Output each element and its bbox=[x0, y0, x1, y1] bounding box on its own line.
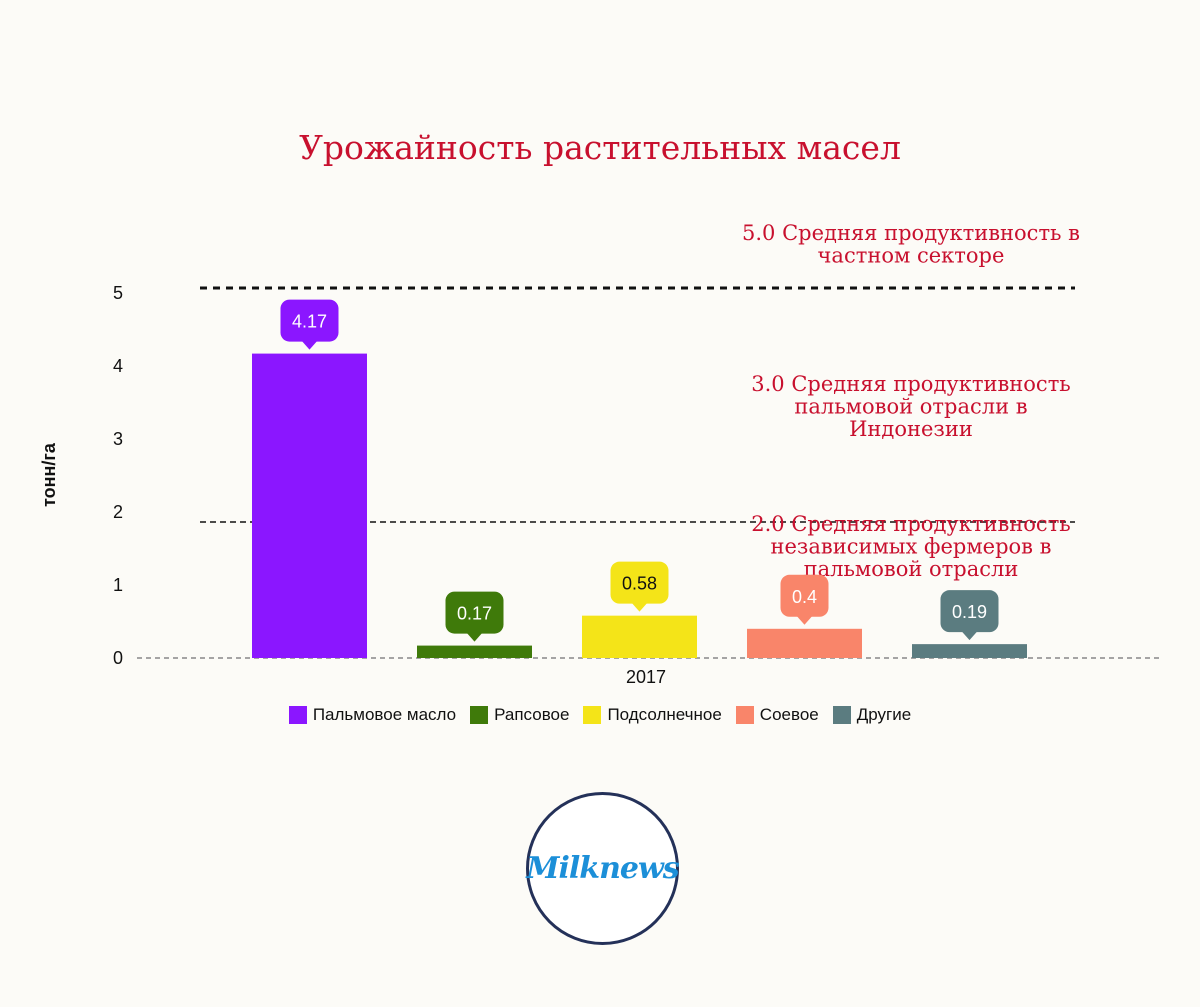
data-label: 0.4 bbox=[792, 587, 817, 607]
legend-item[interactable]: Подсолнечное bbox=[583, 705, 722, 725]
bar-chart: 0 1 2 3 4 5 тонн/га 5.0 Средняя продуктивность … bbox=[39, 221, 1162, 687]
legend-item[interactable]: Рапсовое bbox=[470, 705, 569, 725]
data-label-bubble bbox=[445, 591, 504, 634]
data-label: 0.19 bbox=[952, 602, 987, 622]
data-label-pointer bbox=[301, 340, 318, 350]
legend-swatch bbox=[832, 706, 851, 724]
annotation-text: 2.0 Средняя продуктивность bbox=[751, 512, 1071, 536]
milknews-logo: Milknews bbox=[526, 792, 680, 945]
data-label-bubble bbox=[280, 299, 339, 342]
legend-item[interactable]: Другие bbox=[832, 705, 912, 725]
legend-label: Пальмовое масло bbox=[312, 705, 457, 724]
data-label-pointer bbox=[631, 602, 648, 612]
data-label-bubble bbox=[940, 590, 999, 633]
legend-swatch bbox=[583, 706, 602, 724]
bar bbox=[747, 628, 862, 658]
data-label-bubble bbox=[780, 574, 829, 617]
data-label: 0.58 bbox=[622, 574, 657, 594]
data-label: 4.17 bbox=[292, 312, 327, 332]
legend-label: Рапсовое bbox=[494, 705, 570, 724]
legend-label: Соевое bbox=[759, 705, 819, 724]
legend-label: Другие bbox=[856, 705, 912, 724]
data-label-pointer bbox=[961, 631, 978, 641]
y-tick-label: 5 bbox=[113, 283, 123, 303]
y-tick-label: 0 bbox=[113, 648, 123, 668]
legend-swatch bbox=[470, 706, 489, 724]
y-tick-label: 3 bbox=[113, 429, 123, 449]
data-label-pointer bbox=[466, 632, 483, 642]
annotation-text: пальмовой отрасли bbox=[804, 557, 1019, 581]
y-tick-label: 4 bbox=[113, 356, 123, 376]
x-tick-label: 2017 bbox=[626, 667, 666, 687]
data-label-bubble bbox=[610, 561, 669, 604]
legend-item[interactable]: Пальмовое масло bbox=[288, 705, 457, 725]
y-tick-label: 1 bbox=[113, 575, 123, 595]
chart-title: Урожайность растительных масел bbox=[299, 128, 901, 167]
y-axis-label: тонн/га bbox=[39, 442, 59, 507]
bar bbox=[417, 645, 532, 658]
annotation-text: 3.0 Средняя продуктивность bbox=[751, 372, 1071, 396]
annotation-text: независимых фермеров в bbox=[770, 535, 1051, 559]
annotation-text: пальмовой отрасли в bbox=[794, 395, 1027, 419]
legend-swatch bbox=[288, 706, 307, 724]
y-tick-label: 2 bbox=[113, 502, 123, 522]
legend-item[interactable]: Соевое bbox=[735, 705, 819, 725]
bar bbox=[582, 615, 697, 658]
annotation-text: частном секторе bbox=[818, 244, 1005, 268]
legend: Пальмовое масло Рапсовое Подсолнечное Соево… bbox=[0, 705, 1200, 725]
bar bbox=[252, 353, 367, 658]
data-label-pointer bbox=[796, 615, 813, 625]
annotation-text: 5.0 Средняя продуктивность в bbox=[742, 221, 1080, 245]
annotation-text: Индонезии bbox=[849, 417, 973, 441]
legend-swatch bbox=[735, 706, 754, 724]
legend-label: Подсолнечное bbox=[607, 705, 722, 724]
logo-text: Milknews bbox=[526, 851, 679, 886]
data-label: 0.17 bbox=[457, 604, 492, 624]
bar bbox=[912, 644, 1027, 658]
